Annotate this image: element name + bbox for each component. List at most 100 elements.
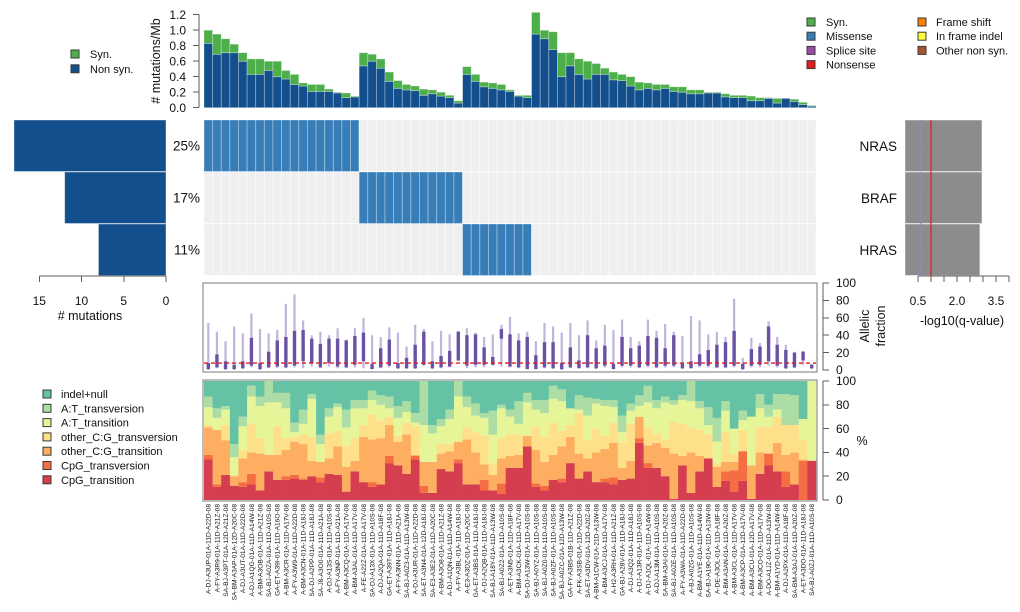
significance-x-tick-label: 2.0 — [949, 294, 966, 308]
mutation-rate-bar-non-syn — [470, 80, 481, 109]
mutation-rate-bar-non-syn — [694, 93, 705, 109]
spectrum-segment-cpg-transition — [324, 473, 334, 500]
spectrum-segment-a-t-transition — [419, 425, 429, 462]
spectrum-segment-a-t-transversion — [781, 394, 791, 426]
spectrum-segment-a-t-transversion — [540, 400, 550, 414]
oncoprint-cell-empty — [651, 119, 662, 172]
oncoprint-cell-empty — [712, 119, 722, 172]
mutation-rate-bar-non-syn — [608, 79, 619, 109]
allelic-fraction-interquartile — [560, 363, 564, 370]
spectrum-segment-other-c-g-transition — [238, 458, 248, 483]
legend-swatch-other-non-syn — [917, 45, 927, 55]
allelic-fraction-interquartile — [275, 340, 279, 367]
mutation-rate-bar-non-syn — [298, 85, 308, 109]
spectrum-segment-other-c-g-transversion — [755, 426, 765, 453]
mutation-rate-bar-non-syn — [255, 73, 265, 109]
oncoprint-cell-empty — [306, 171, 317, 224]
oncoprint-cell-empty — [384, 223, 395, 276]
mutation-rate-bar-non-syn — [281, 78, 291, 109]
spectrum-segment-a-t-transition — [798, 419, 808, 440]
spectrum-segment-other-c-g-transition — [634, 416, 644, 439]
oncoprint-cell-missense — [496, 223, 507, 276]
oncoprint-cell-empty — [203, 171, 214, 224]
spectrum-segment-indel-null — [574, 381, 584, 396]
oncoprint-cell-missense — [470, 223, 481, 276]
mutation-rate-bar-non-syn — [401, 89, 412, 109]
mutation-rate-bar-syn — [677, 86, 688, 93]
spectrum-segment-other-c-g-transversion — [238, 450, 248, 459]
oncoprint-cell-empty — [591, 171, 601, 224]
oncoprint-cell-missense — [332, 119, 343, 172]
oncoprint-cell-missense — [375, 171, 386, 224]
spectrum-segment-a-t-transversion — [290, 422, 300, 433]
mutation-rate-bar-syn — [660, 84, 670, 89]
allelic-fraction-interquartile — [749, 349, 754, 366]
spectrum-segment-other-c-g-transversion — [281, 438, 291, 451]
mutation-rate-bar-non-syn — [643, 87, 653, 109]
allelic-fraction-interquartile — [758, 346, 762, 365]
spectrum-segment-a-t-transversion — [436, 419, 446, 427]
spectrum-segment-other-c-g-transversion — [445, 444, 455, 452]
allelic-fraction-interquartile — [516, 340, 521, 368]
sample-label: A-DJ-A2PX-01A-11D-A18F-08 — [783, 504, 790, 593]
spectrum-segment-indel-null — [221, 381, 231, 406]
mutation-rate-bar-syn — [694, 89, 705, 95]
spectrum-segment-indel-null — [272, 381, 282, 393]
oncoprint-cell-empty — [212, 171, 222, 224]
spectrum-segment-a-t-transversion — [255, 396, 265, 406]
spectrum-segment-cpg-transversion — [410, 455, 420, 460]
mutation-rate-bar-syn — [669, 86, 679, 92]
mutation-rate-bar-syn — [763, 97, 774, 99]
spectrum-segment-a-t-transition — [290, 432, 300, 437]
oncoprint-cell-empty — [634, 119, 645, 172]
oncoprint-cell-empty — [410, 223, 420, 276]
sample-labels: A-DJ-A3UP-01A-11D-A22D-08 A-FY-A3R9-01A-1… — [206, 504, 816, 601]
sample-label: A-DJ-A3UR-01A-11D-A22D-08 — [413, 504, 420, 595]
oncoprint-cell-empty — [703, 223, 714, 276]
spectrum-segment-indel-null — [703, 381, 713, 408]
spectrum-segment-indel-null — [626, 381, 636, 404]
oncoprint-cell-empty — [367, 223, 377, 276]
oncoprint-cell-empty — [358, 223, 369, 276]
spectrum-segment-other-c-g-transversion — [505, 434, 515, 456]
spectrum-segment-a-t-transition — [514, 423, 524, 435]
oncoprint-cell-empty — [694, 171, 705, 224]
mutation-rate-bar-syn — [332, 91, 343, 94]
sample-label: A-DJ-A1QG-01A-11D-A14W-08 — [249, 504, 256, 597]
spectrum-segment-indel-null — [695, 381, 705, 402]
oncoprint-cell-empty — [513, 171, 524, 224]
oncoprint-cell-empty — [384, 119, 395, 172]
mutation-rate-bar-syn — [410, 85, 420, 92]
sample-label: A-DJ-A3UT-01A-11D-A22D-08 — [240, 504, 247, 594]
oncoprint-cell-missense — [488, 223, 498, 276]
allelic-fraction-interquartile — [620, 336, 624, 366]
spectrum-segment-a-t-transversion — [341, 409, 351, 428]
spectrum-segment-other-c-g-transition — [609, 442, 619, 478]
sample-label: SA-BJ-A0ZE-01A-11D-A10S-08 — [671, 504, 678, 597]
mutation-rate-bar-non-syn — [289, 84, 300, 109]
spectrum-segment-other-c-g-transition — [385, 425, 394, 456]
spectrum-segment-a-t-transversion — [790, 395, 800, 426]
sample-label: A-DJ-A13M-01A-11D-A10S-08 — [654, 504, 661, 594]
sample-label: SA-BJ-A0ZF-01A-11D-A10S-08 — [550, 504, 557, 597]
spectrum-segment-cpg-transition — [221, 475, 231, 500]
spectrum-segment-indel-null — [566, 381, 575, 409]
spectrum-segment-a-t-transition — [445, 419, 455, 445]
mutation-rate-bar-non-syn — [375, 67, 386, 109]
spectrum-segment-indel-null — [497, 381, 506, 405]
spectrum-segment-a-t-transition — [660, 402, 670, 440]
spectrum-y-tick-label: 0 — [836, 493, 843, 507]
oncoprint-cell-empty — [220, 223, 231, 276]
spectrum-segment-indel-null — [772, 381, 782, 395]
spectrum-segment-other-c-g-transition — [272, 454, 282, 480]
spectrum-segment-cpg-transition — [316, 482, 325, 500]
legend-swatch-other-c-g-transition — [42, 446, 52, 456]
mutation-rate-bar-non-syn — [436, 95, 446, 109]
oncoprint-cell-empty — [737, 171, 748, 224]
spectrum-segment-indel-null — [531, 381, 541, 401]
spectrum-segment-other-c-g-transition — [316, 461, 325, 478]
spectrum-segment-other-c-g-transversion — [497, 438, 506, 459]
mutation-rate-bar-syn — [651, 84, 662, 91]
spectrum-segment-other-c-g-transition — [712, 466, 722, 487]
oncoprint-cell-empty — [720, 223, 731, 276]
